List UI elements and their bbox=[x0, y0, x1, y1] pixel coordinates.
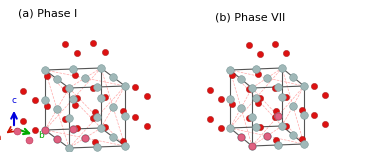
Text: a: a bbox=[0, 133, 1, 143]
Text: c: c bbox=[11, 96, 17, 105]
Text: b: b bbox=[38, 131, 44, 140]
Text: (b) Phase VII: (b) Phase VII bbox=[215, 13, 285, 23]
Text: (a) Phase I: (a) Phase I bbox=[19, 8, 78, 18]
